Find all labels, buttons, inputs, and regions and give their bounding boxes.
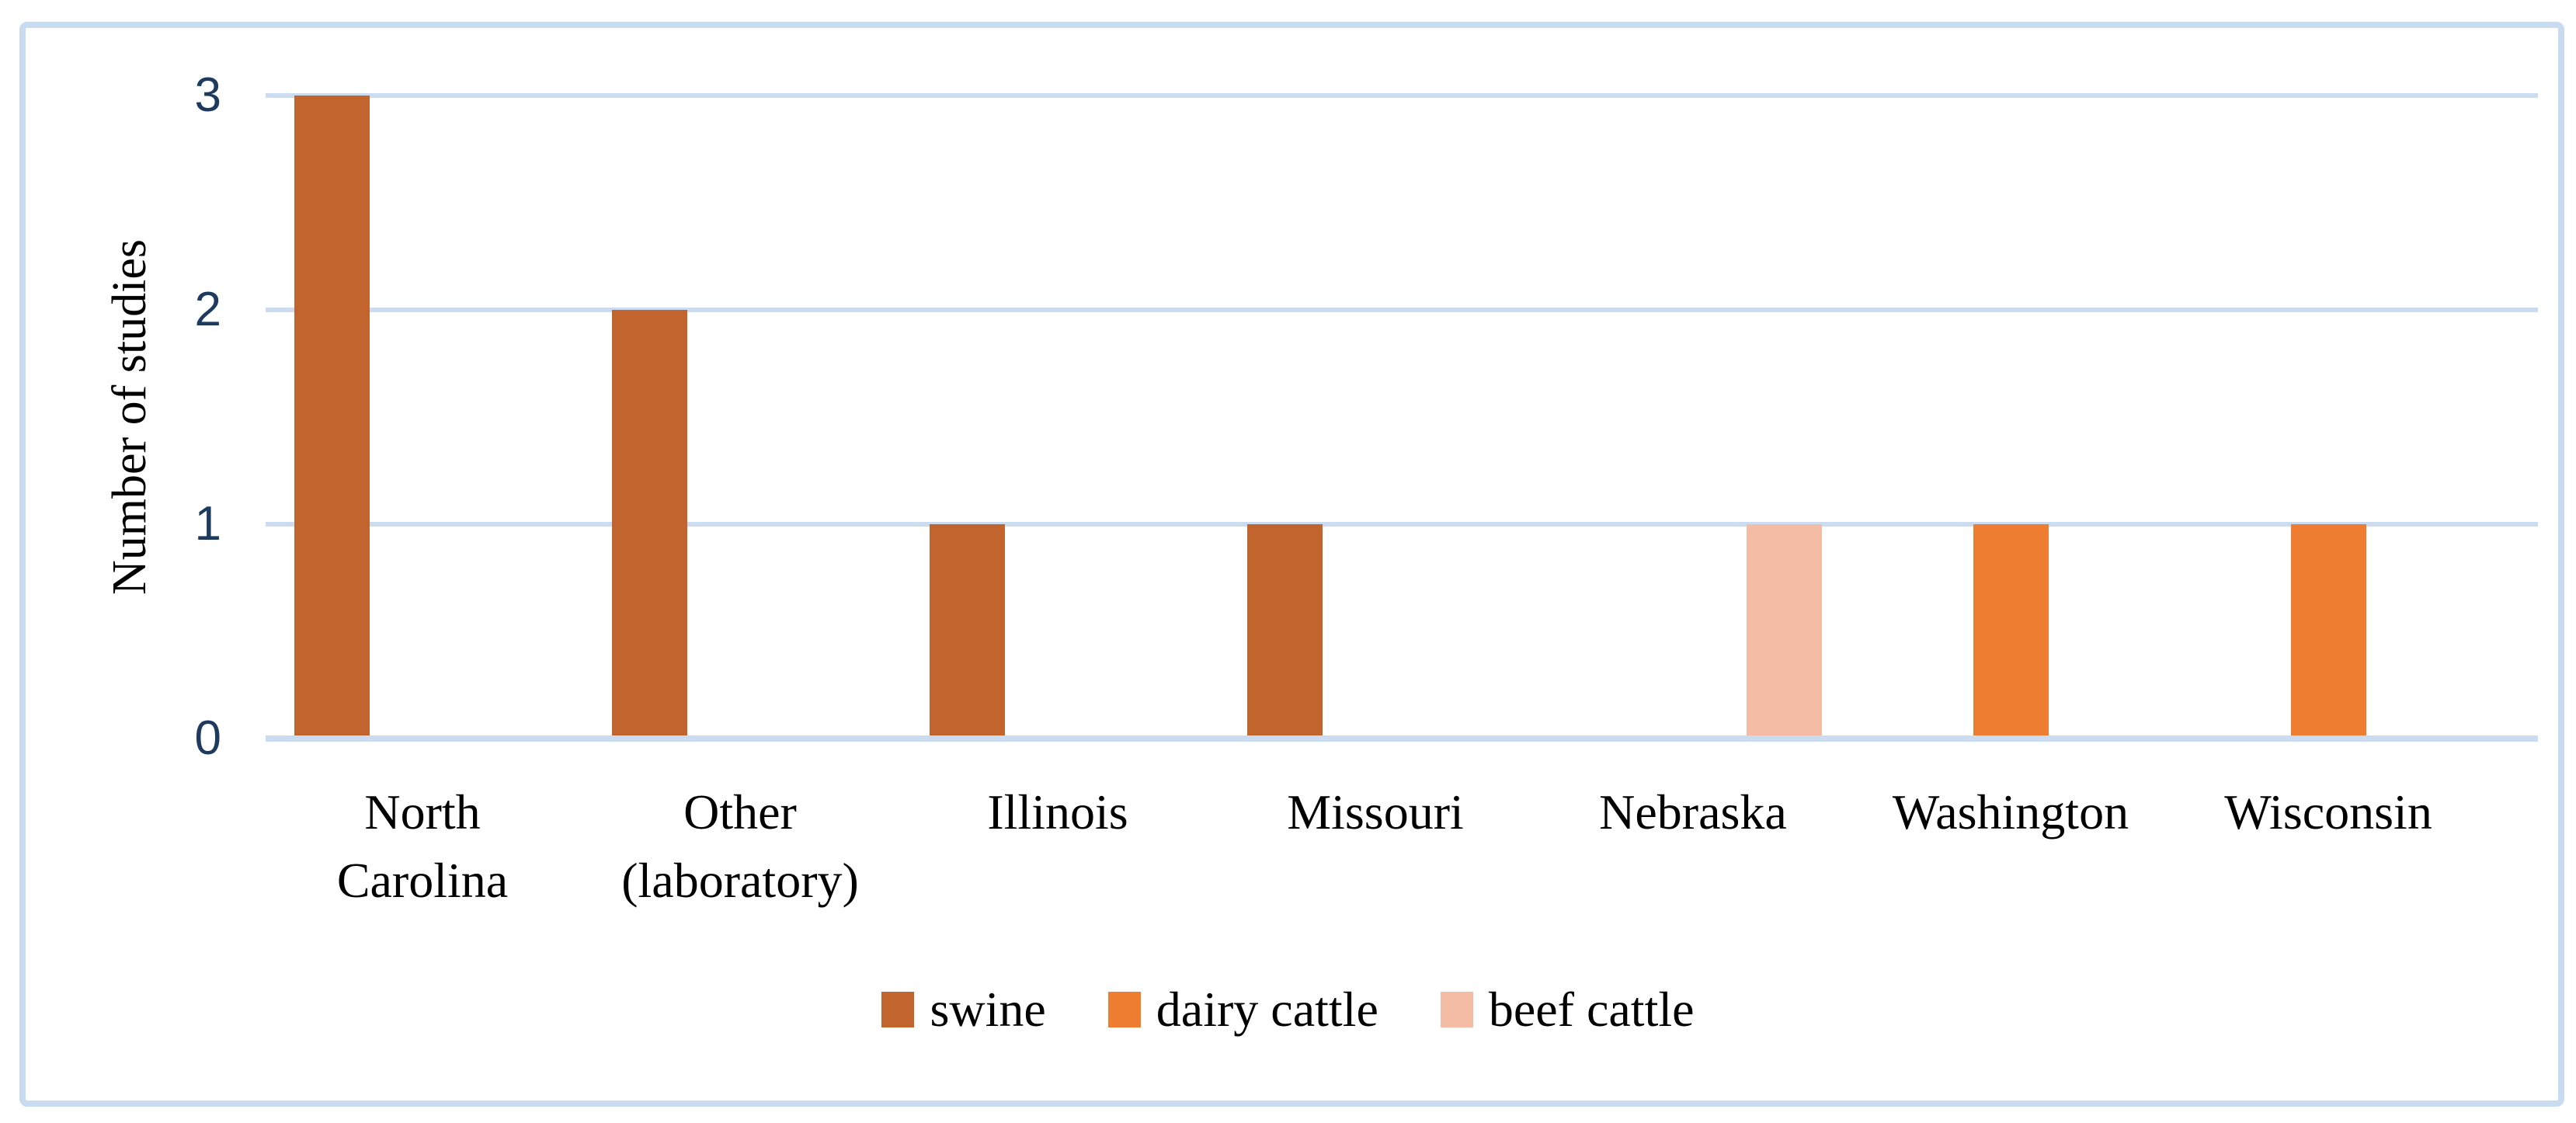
- x-axis-line: [266, 735, 2538, 742]
- y-axis-title: Number of studies: [103, 238, 156, 596]
- x-label-line: North: [364, 784, 481, 840]
- x-label-washington: Washington: [1816, 778, 2205, 847]
- legend-label: dairy cattle: [1156, 982, 1378, 1037]
- x-label-line: Nebraska: [1599, 784, 1787, 840]
- y-tick-label-0: 0: [194, 711, 221, 765]
- legend-swatch-dairy-cattle: [1107, 992, 1141, 1027]
- x-label-line: Wisconsin: [2224, 784, 2432, 840]
- x-label-line: Missouri: [1287, 784, 1464, 840]
- gridline-y1: [266, 522, 2538, 527]
- gridline-y2: [266, 308, 2538, 312]
- legend-item-dairy-cattle: dairy cattle: [1107, 982, 1378, 1037]
- bar-missouri-swine: [1246, 524, 1323, 735]
- legend-swatch-swine: [881, 992, 915, 1027]
- x-label-other-laboratory-: Other (laboratory): [546, 778, 934, 915]
- legend-item-beef-cattle: beef cattle: [1440, 982, 1695, 1037]
- bar-north-carolina-swine: [294, 96, 370, 735]
- y-tick-label-1: 1: [194, 497, 221, 551]
- gridline-y3: [266, 93, 2538, 98]
- x-label-illinois: Illinois: [864, 778, 1252, 847]
- x-label-line: (laboratory): [621, 853, 859, 908]
- x-label-nebraska: Nebraska: [1499, 778, 1887, 847]
- bar-other-laboratory--swine: [611, 310, 687, 735]
- figure-border: [19, 22, 2564, 1107]
- bar-nebraska-beef-cattle: [1746, 524, 1822, 735]
- bar-illinois-swine: [929, 524, 1005, 735]
- legend-item-swine: swine: [881, 982, 1046, 1037]
- x-label-line: Carolina: [336, 853, 509, 908]
- legend-swatch-beef-cattle: [1440, 992, 1473, 1027]
- bar-wisconsin-dairy-cattle: [2290, 524, 2366, 735]
- x-label-missouri: Missouri: [1181, 778, 1570, 847]
- x-label-north-carolina: North Carolina: [228, 778, 617, 915]
- x-label-line: Washington: [1892, 784, 2129, 840]
- legend-label: swine: [930, 982, 1046, 1037]
- x-label-line: Illinois: [987, 784, 1128, 840]
- x-label-line: Other: [683, 784, 797, 840]
- y-tick-label-2: 2: [194, 283, 221, 336]
- y-tick-label-3: 3: [194, 68, 221, 122]
- x-label-wisconsin: Wisconsin: [2134, 778, 2522, 847]
- legend: swine dairy cattle beef cattle: [0, 985, 2576, 1034]
- legend-label: beef cattle: [1488, 982, 1695, 1037]
- bar-washington-dairy-cattle: [1973, 524, 2049, 735]
